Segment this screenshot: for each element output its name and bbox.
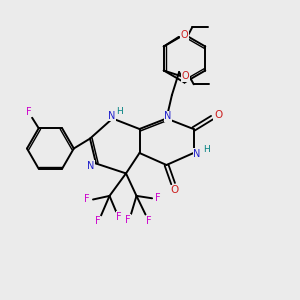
Text: F: F bbox=[146, 215, 152, 226]
Text: N: N bbox=[194, 148, 201, 159]
Text: O: O bbox=[180, 30, 188, 40]
Text: F: F bbox=[26, 107, 32, 117]
Text: F: F bbox=[125, 215, 130, 225]
Text: O: O bbox=[214, 110, 222, 120]
Text: H: H bbox=[116, 106, 122, 116]
Text: F: F bbox=[116, 212, 122, 222]
Text: F: F bbox=[95, 216, 100, 226]
Text: F: F bbox=[84, 194, 90, 205]
Text: O: O bbox=[182, 71, 189, 82]
Text: N: N bbox=[108, 110, 116, 121]
Text: O: O bbox=[170, 185, 179, 195]
Text: N: N bbox=[87, 161, 94, 171]
Text: N: N bbox=[164, 111, 172, 122]
Text: F: F bbox=[155, 193, 161, 203]
Text: H: H bbox=[203, 145, 209, 154]
